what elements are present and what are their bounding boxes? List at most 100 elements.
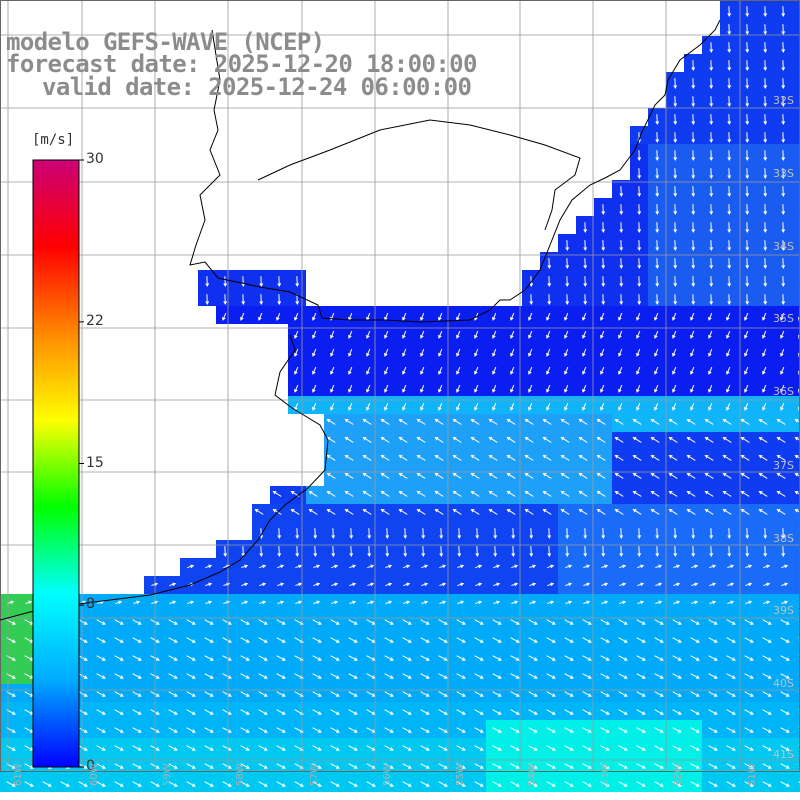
wind-arrow xyxy=(456,348,461,357)
wind-arrow xyxy=(636,366,641,375)
wind-arrow xyxy=(348,330,353,339)
wind-arrow xyxy=(727,114,732,126)
wind-arrow xyxy=(312,763,322,769)
wind-arrow xyxy=(241,564,249,569)
wind-arrow xyxy=(744,673,754,679)
wind-arrow xyxy=(168,691,178,697)
wind-arrow xyxy=(780,727,790,733)
wind-arrow xyxy=(132,655,142,661)
wind-arrow xyxy=(474,348,479,357)
wind-arrow xyxy=(187,564,195,569)
wind-arrow xyxy=(474,691,484,697)
wind-cell xyxy=(792,162,800,180)
wind-arrow xyxy=(474,673,484,679)
wind-arrow xyxy=(582,366,587,375)
wind-arrow xyxy=(673,96,678,108)
wind-arrow xyxy=(708,384,713,393)
wind-arrow xyxy=(511,582,519,587)
wind-arrow xyxy=(781,564,789,569)
wind-arrow xyxy=(691,528,696,540)
wind-arrow xyxy=(290,508,300,515)
wind-arrow xyxy=(619,276,624,288)
wind-arrow xyxy=(763,582,771,587)
wind-arrow xyxy=(258,727,268,733)
wind-arrow xyxy=(78,745,88,751)
wind-arrow xyxy=(668,508,678,515)
wind-arrow xyxy=(326,436,336,443)
wind-arrow xyxy=(362,490,372,497)
wind-arrow xyxy=(132,673,142,679)
wind-arrow xyxy=(240,745,250,751)
wind-arrow xyxy=(690,727,700,733)
wind-arrow xyxy=(366,348,371,357)
wind-arrow xyxy=(691,114,696,126)
wind-arrow xyxy=(326,490,336,497)
wind-arrow xyxy=(60,781,70,787)
wind-arrow xyxy=(403,564,411,569)
wind-arrow xyxy=(618,781,628,787)
wind-arrow xyxy=(546,691,556,697)
wind-arrow xyxy=(763,132,768,144)
wind-arrow xyxy=(330,727,340,733)
wind-arrow xyxy=(475,582,483,587)
wind-arrow xyxy=(565,276,570,288)
wind-arrow xyxy=(565,294,570,306)
wind-arrow xyxy=(763,240,768,252)
wind-arrow xyxy=(114,763,124,769)
wind-arrow xyxy=(96,655,106,661)
wind-arrow xyxy=(763,546,768,558)
wind-arrow xyxy=(673,222,678,234)
wind-arrow xyxy=(385,600,393,605)
wind-arrow xyxy=(564,673,574,679)
wind-arrow xyxy=(672,709,682,715)
wind-arrow xyxy=(186,727,196,733)
wind-arrow xyxy=(510,763,520,769)
title-model: modelo GEFS-WAVE (NCEP) xyxy=(6,28,325,56)
wind-arrow xyxy=(654,384,659,393)
wind-arrow xyxy=(25,600,33,605)
wind-arrow xyxy=(745,114,750,126)
wind-arrow xyxy=(528,763,538,769)
wind-arrow xyxy=(745,78,750,90)
wind-arrow xyxy=(439,546,444,558)
wind-arrow xyxy=(740,418,750,425)
wind-arrow xyxy=(452,418,462,425)
wind-arrow xyxy=(240,691,250,697)
wind-arrow xyxy=(384,330,389,339)
wind-arrow xyxy=(398,508,408,515)
wind-arrow xyxy=(704,436,714,443)
wind-arrow xyxy=(528,619,538,625)
wind-arrow xyxy=(637,600,645,605)
wind-cell xyxy=(792,666,800,684)
wind-arrow xyxy=(547,564,555,569)
wind-arrow xyxy=(438,348,443,357)
wind-arrow xyxy=(330,384,335,393)
wind-arrow xyxy=(582,763,592,769)
wind-arrow xyxy=(96,691,106,697)
wind-arrow xyxy=(542,454,552,461)
wind-arrow xyxy=(186,655,196,661)
wind-arrow xyxy=(762,709,772,715)
wind-arrow xyxy=(727,6,732,18)
wind-arrow xyxy=(492,402,497,411)
wind-arrow xyxy=(708,655,718,661)
wind-arrow xyxy=(438,619,448,625)
wind-arrow xyxy=(402,348,407,357)
wind-arrow xyxy=(673,546,678,558)
wind-arrow xyxy=(690,763,700,769)
wind-arrow xyxy=(745,6,750,18)
wind-arrow xyxy=(313,582,321,587)
wind-arrow xyxy=(294,384,299,393)
latitude-label: 33S xyxy=(773,167,794,180)
wind-arrow xyxy=(222,745,232,751)
wind-arrow xyxy=(420,673,430,679)
wind-arrow xyxy=(637,564,645,569)
wind-arrow xyxy=(690,745,700,751)
wind-arrow xyxy=(762,384,767,393)
wind-arrow xyxy=(564,619,574,625)
wind-arrow xyxy=(330,619,340,625)
wind-arrow xyxy=(655,114,660,126)
wind-arrow xyxy=(672,384,677,393)
wind-arrow xyxy=(510,366,515,375)
wind-arrow xyxy=(416,454,426,461)
